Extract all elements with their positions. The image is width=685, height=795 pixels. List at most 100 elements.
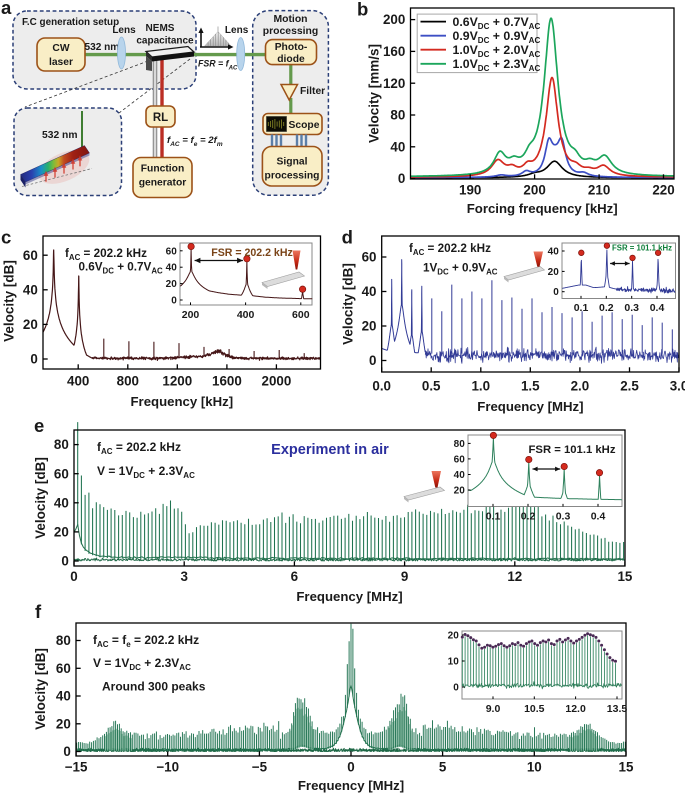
svg-text:fAC​ = 202.2 kHz: fAC​ = 202.2 kHz [409, 242, 491, 257]
svg-text:2000: 2000 [262, 374, 292, 389]
svg-text:diode: diode [277, 54, 305, 65]
svg-text:9: 9 [401, 569, 408, 584]
svg-text:60: 60 [166, 246, 178, 257]
svg-text:0.1: 0.1 [486, 511, 501, 523]
svg-text:Frequency [MHz]: Frequency [MHz] [298, 778, 404, 793]
svg-text:12: 12 [507, 569, 522, 584]
svg-text:40: 40 [548, 247, 560, 258]
svg-text:b: b [357, 0, 368, 20]
svg-text:V = 1VDC​ + 2.3VAC​: V = 1VDC​ + 2.3VAC​ [93, 656, 191, 672]
svg-text:FSR = 101.1 kHz: FSR = 101.1 kHz [529, 444, 616, 456]
svg-text:600: 600 [292, 309, 310, 321]
svg-text:13.5: 13.5 [607, 703, 628, 715]
svg-text:40: 40 [166, 263, 178, 274]
svg-text:20: 20 [54, 525, 69, 540]
svg-text:80: 80 [454, 439, 466, 450]
svg-text:0.4: 0.4 [650, 302, 665, 314]
svg-text:e: e [34, 415, 44, 436]
svg-text:20: 20 [548, 267, 560, 278]
svg-text:1200: 1200 [162, 374, 192, 389]
svg-text:0: 0 [369, 353, 376, 368]
svg-text:10: 10 [448, 657, 460, 668]
svg-text:NEMS: NEMS [146, 23, 175, 34]
svg-text:20: 20 [454, 486, 466, 497]
svg-text:0.9VDC​ + 0.9VAC​: 0.9VDC​ + 0.9VAC​ [453, 29, 541, 45]
svg-text:c: c [1, 227, 11, 248]
svg-text:Forcing frequency [kHz]: Forcing frequency [kHz] [467, 201, 618, 216]
svg-text:Lens: Lens [112, 25, 136, 36]
svg-text:Experiment in air: Experiment in air [271, 442, 389, 458]
svg-text:20: 20 [56, 716, 71, 731]
svg-text:200: 200 [383, 12, 405, 27]
svg-text:2.0: 2.0 [571, 379, 590, 394]
svg-text:Function: Function [141, 164, 184, 175]
svg-text:f: f [35, 601, 42, 622]
svg-text:d: d [342, 227, 353, 248]
svg-text:Photo-: Photo- [275, 42, 308, 53]
svg-text:0.2: 0.2 [599, 302, 614, 314]
svg-text:Lens: Lens [225, 25, 249, 36]
svg-text:0: 0 [347, 760, 354, 775]
svg-text:160: 160 [383, 44, 405, 59]
svg-text:532 nm: 532 nm [42, 130, 78, 141]
svg-text:190: 190 [459, 183, 481, 198]
svg-text:FSR = 101.1 kHz: FSR = 101.1 kHz [612, 244, 672, 253]
svg-text:5: 5 [439, 760, 447, 775]
svg-text:processing: processing [265, 171, 320, 182]
svg-text:Scope: Scope [289, 120, 320, 131]
svg-text:0: 0 [171, 296, 177, 307]
svg-text:532 nm: 532 nm [85, 42, 120, 53]
svg-text:fAC​ = 202.2 kHz: fAC​ = 202.2 kHz [97, 440, 181, 456]
svg-text:60: 60 [56, 661, 71, 676]
svg-text:0.0: 0.0 [372, 379, 391, 394]
svg-text:−5: −5 [252, 760, 268, 775]
svg-text:400: 400 [237, 309, 255, 321]
svg-text:40: 40 [54, 495, 69, 510]
svg-text:V = 1VDC​ + 2.3VAC​: V = 1VDC​ + 2.3VAC​ [97, 464, 195, 480]
svg-text:Velocity [dB]: Velocity [dB] [33, 457, 48, 539]
svg-text:6: 6 [291, 569, 298, 584]
svg-text:0.3: 0.3 [556, 511, 571, 523]
svg-text:FSR = fAC​: FSR = fAC​ [198, 59, 238, 72]
svg-text:Frequency [MHz]: Frequency [MHz] [296, 589, 402, 604]
svg-text:fAC​ = fe​ = 202.2 kHz: fAC​ = fe​ = 202.2 kHz [93, 633, 199, 649]
svg-text:60: 60 [54, 466, 69, 481]
svg-text:800: 800 [117, 374, 139, 389]
svg-text:0: 0 [63, 744, 70, 759]
svg-text:1.0: 1.0 [471, 379, 490, 394]
svg-text:generator: generator [139, 178, 187, 189]
svg-text:80: 80 [390, 108, 405, 123]
svg-text:fAC​ = 202.2 kHz: fAC​ = 202.2 kHz [65, 247, 147, 262]
svg-text:processing: processing [263, 26, 318, 37]
svg-text:9.0: 9.0 [486, 703, 501, 715]
svg-text:F.C generation setup: F.C generation setup [22, 17, 119, 28]
svg-text:60: 60 [454, 454, 466, 465]
svg-text:0: 0 [553, 287, 559, 298]
svg-text:capacitance: capacitance [136, 36, 194, 47]
svg-text:0.4: 0.4 [591, 511, 606, 523]
svg-text:2.5: 2.5 [620, 379, 639, 394]
svg-text:Velocity [dB]: Velocity [dB] [33, 648, 48, 730]
svg-text:−10: −10 [156, 760, 179, 775]
svg-text:12.0: 12.0 [565, 703, 586, 715]
svg-text:1VDC​ + 0.9VAC​: 1VDC​ + 0.9VAC​ [423, 262, 498, 277]
svg-text:40: 40 [362, 284, 377, 299]
svg-text:400: 400 [67, 374, 89, 389]
svg-text:1.0VDC​ + 2.0VAC​: 1.0VDC​ + 2.0VAC​ [453, 43, 541, 59]
svg-text:0: 0 [61, 554, 68, 569]
svg-text:0: 0 [30, 352, 37, 367]
svg-text:20: 20 [166, 279, 178, 290]
svg-text:Frequency [MHz]: Frequency [MHz] [477, 399, 583, 414]
svg-text:60: 60 [23, 248, 38, 263]
svg-text:Velocity [dB]: Velocity [dB] [2, 260, 17, 342]
svg-text:0: 0 [398, 171, 405, 186]
svg-text:40: 40 [390, 139, 405, 154]
svg-text:20: 20 [448, 631, 460, 642]
svg-text:0.3: 0.3 [624, 302, 639, 314]
svg-text:0: 0 [453, 683, 459, 694]
svg-text:20: 20 [23, 317, 38, 332]
svg-text:−15: −15 [65, 760, 88, 775]
svg-text:0.5: 0.5 [422, 379, 441, 394]
svg-text:Frequency [kHz]: Frequency [kHz] [131, 394, 234, 409]
svg-text:10: 10 [527, 760, 542, 775]
